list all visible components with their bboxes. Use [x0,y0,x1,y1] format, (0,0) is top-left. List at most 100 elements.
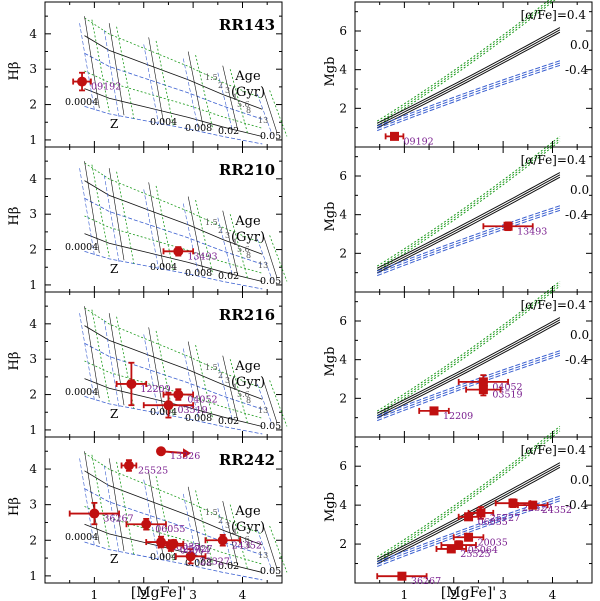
data-marker [163,400,174,411]
y-tick-label: 1 [29,569,37,583]
data-point: 05064 [157,539,210,557]
model-z-line [103,320,120,407]
age-label: Age [234,504,261,519]
age-value-label: 13 [258,116,268,125]
model-track [376,176,561,274]
data-marker [503,221,513,231]
z-value-label: 0.05 [260,131,281,142]
depleted-label: -0.4 [565,498,589,512]
data-point: 13493 [482,221,547,237]
x-tick-label: 3 [189,588,197,601]
data-marker [165,540,176,551]
model-track [376,29,561,126]
model-track [376,428,561,560]
panel-title: RR242 [219,451,275,469]
model-track [376,319,561,416]
y-axis-label: Mgb [323,57,338,87]
galaxy-id-label: 13493 [517,226,547,237]
model-track [377,62,561,129]
model-track [377,354,561,422]
panel-frame [44,436,283,584]
model-z-line [195,344,214,420]
z-value-label: 0.02 [218,126,239,137]
data-marker [464,512,474,522]
model-z-line [103,465,120,553]
y-tick-label: 2 [339,246,347,260]
model-age-line [84,452,263,535]
galaxy-id-label: 12209 [140,384,170,395]
age-value-label: 8 [246,396,251,405]
galaxy-id-label: 24352 [232,540,262,551]
model-age-line [84,342,263,410]
z-value-label: 0.02 [218,416,239,427]
solar-label: 0.0 [570,38,589,52]
z-value-label: 0.004 [150,262,177,273]
model-age-line [84,470,263,546]
y-tick-label: 6 [339,169,347,183]
panel-title: RR143 [219,16,275,34]
depleted-label: -0.4 [565,63,589,77]
age-unit-label: (Gyr) [231,230,265,245]
model-z-line [269,235,288,282]
data-marker [217,535,228,546]
x-tick-label: 4 [549,588,557,601]
y-tick-label: 2 [29,533,37,547]
data-point: 13493 [162,246,218,262]
model-age-line [84,70,263,129]
alpha-fe-label: [α/Fe]=0.4 [521,298,587,312]
age-value-label: 3 [225,376,230,385]
data-point: 06055 [125,518,185,535]
y-axis-label: Hβ [7,497,22,516]
age-unit-label: (Gyr) [231,520,265,535]
model-z-line [269,380,288,427]
panel-title: RR216 [219,306,275,324]
x-tick-label: 1 [91,588,99,601]
z-label: Z [110,117,118,131]
model-z-line [217,362,233,422]
age-value-label: 2 [218,516,223,525]
model-z-line [187,196,204,271]
data-point: 05064 [440,540,498,556]
model-track [376,140,561,272]
y-tick-label: 2 [29,98,37,112]
data-point: 03519 [465,382,523,401]
age-unit-label: (Gyr) [231,85,265,100]
model-z-line [257,93,273,135]
model-z-line [155,40,174,126]
z-value-label: 0.008 [185,268,212,279]
data-point: 25525 [435,544,491,560]
model-age-line [84,541,263,581]
z-value-label: 0.0004 [65,242,98,253]
y-tick-label: 6 [339,24,347,38]
galaxy-id-label: 25525 [460,549,490,560]
model-z-line [229,69,248,133]
galaxy-id-label: 36267 [411,576,441,587]
data-point: 06055 [457,512,508,528]
model-track [377,60,561,127]
model-age-line [84,233,263,282]
model-z-line [261,231,278,278]
y-axis-label: Hβ [7,207,22,226]
model-track [376,425,561,558]
model-track [376,283,561,414]
z-value-label: 0.004 [150,552,177,563]
model-track [376,317,561,414]
data-marker [141,519,152,530]
age-value-label: 1.5 [205,363,218,372]
galaxy-id-label: 24352 [542,505,572,516]
age-value-label: 5.6 [237,535,250,544]
age-value-label: 4 [232,383,237,392]
model-age-line [84,17,263,99]
model-z-line [187,341,204,416]
age-label: Age [234,214,261,229]
z-label: Z [110,262,118,276]
age-label: Age [234,69,261,84]
model-age-line [84,35,263,110]
galaxy-id-label: 03519 [177,405,207,416]
galaxy-id-label: 03519 [492,390,522,401]
galaxy-id-label: 20035 [170,542,200,553]
model-z-line [229,504,248,569]
